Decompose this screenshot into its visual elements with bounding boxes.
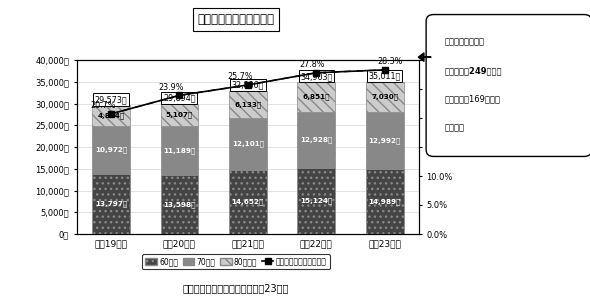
Text: 相談全体（169万円）: 相談全体（169万円） [444, 94, 500, 103]
Text: 12,101件: 12,101件 [232, 141, 264, 147]
Bar [366, 169, 404, 234]
Text: 25.7%: 25.7% [227, 73, 253, 82]
Text: 13,797件: 13,797件 [95, 201, 127, 207]
Bar [160, 104, 198, 126]
Text: より高額: より高額 [444, 123, 464, 132]
Text: 29,573件: 29,573件 [94, 95, 127, 104]
Bar [92, 174, 130, 234]
Text: 32,886件: 32,886件 [232, 81, 264, 90]
Text: 12,992件: 12,992件 [369, 137, 401, 144]
FancyBboxPatch shape [426, 14, 590, 156]
Bar [366, 112, 404, 169]
Bar [297, 82, 335, 112]
Text: 29,894件: 29,894件 [163, 94, 196, 103]
Text: 契約金額は249万円。: 契約金額は249万円。 [444, 66, 501, 75]
Text: 消費者生活総合センター　平成23年度: 消費者生活総合センター 平成23年度 [183, 283, 289, 293]
FancyArrowPatch shape [418, 53, 431, 61]
Text: 11,189件: 11,189件 [163, 147, 195, 154]
Text: 13,598件: 13,598件 [163, 201, 196, 208]
Bar [92, 105, 130, 126]
Text: 6,851件: 6,851件 [303, 94, 330, 101]
Bar [297, 112, 335, 168]
Bar [366, 82, 404, 112]
Text: 4,804件: 4,804件 [97, 112, 124, 119]
Text: 12,928件: 12,928件 [300, 137, 332, 143]
Text: 高齢者相談の平均: 高齢者相談の平均 [444, 38, 484, 47]
Text: 10,972件: 10,972件 [95, 147, 127, 153]
Bar [229, 118, 267, 170]
Bar [229, 91, 267, 118]
Text: 34,903件: 34,903件 [300, 72, 332, 81]
Text: 23.9%: 23.9% [159, 83, 184, 92]
Text: 14,989件: 14,989件 [368, 198, 401, 205]
Text: 35,011件: 35,011件 [369, 71, 401, 80]
Text: 14,652件: 14,652件 [232, 199, 264, 206]
Text: 20.7%: 20.7% [90, 101, 116, 110]
Text: 15,124件: 15,124件 [300, 198, 332, 204]
Bar [229, 170, 267, 234]
Legend: 60歳代, 70歳代, 80歳以上, 全相談件数に占める割合: 60歳代, 70歳代, 80歳以上, 全相談件数に占める割合 [142, 254, 330, 269]
Text: 6,133件: 6,133件 [234, 101, 261, 108]
Text: 28.3%: 28.3% [378, 57, 403, 66]
Bar [297, 168, 335, 234]
Text: 7,030件: 7,030件 [371, 94, 398, 100]
Bar [92, 126, 130, 174]
Text: 5,107件: 5,107件 [166, 112, 193, 119]
Text: 高齢者の相談件数の推移: 高齢者の相談件数の推移 [198, 13, 274, 26]
Bar [160, 126, 198, 175]
Bar [160, 175, 198, 234]
Text: 27.8%: 27.8% [299, 60, 324, 69]
